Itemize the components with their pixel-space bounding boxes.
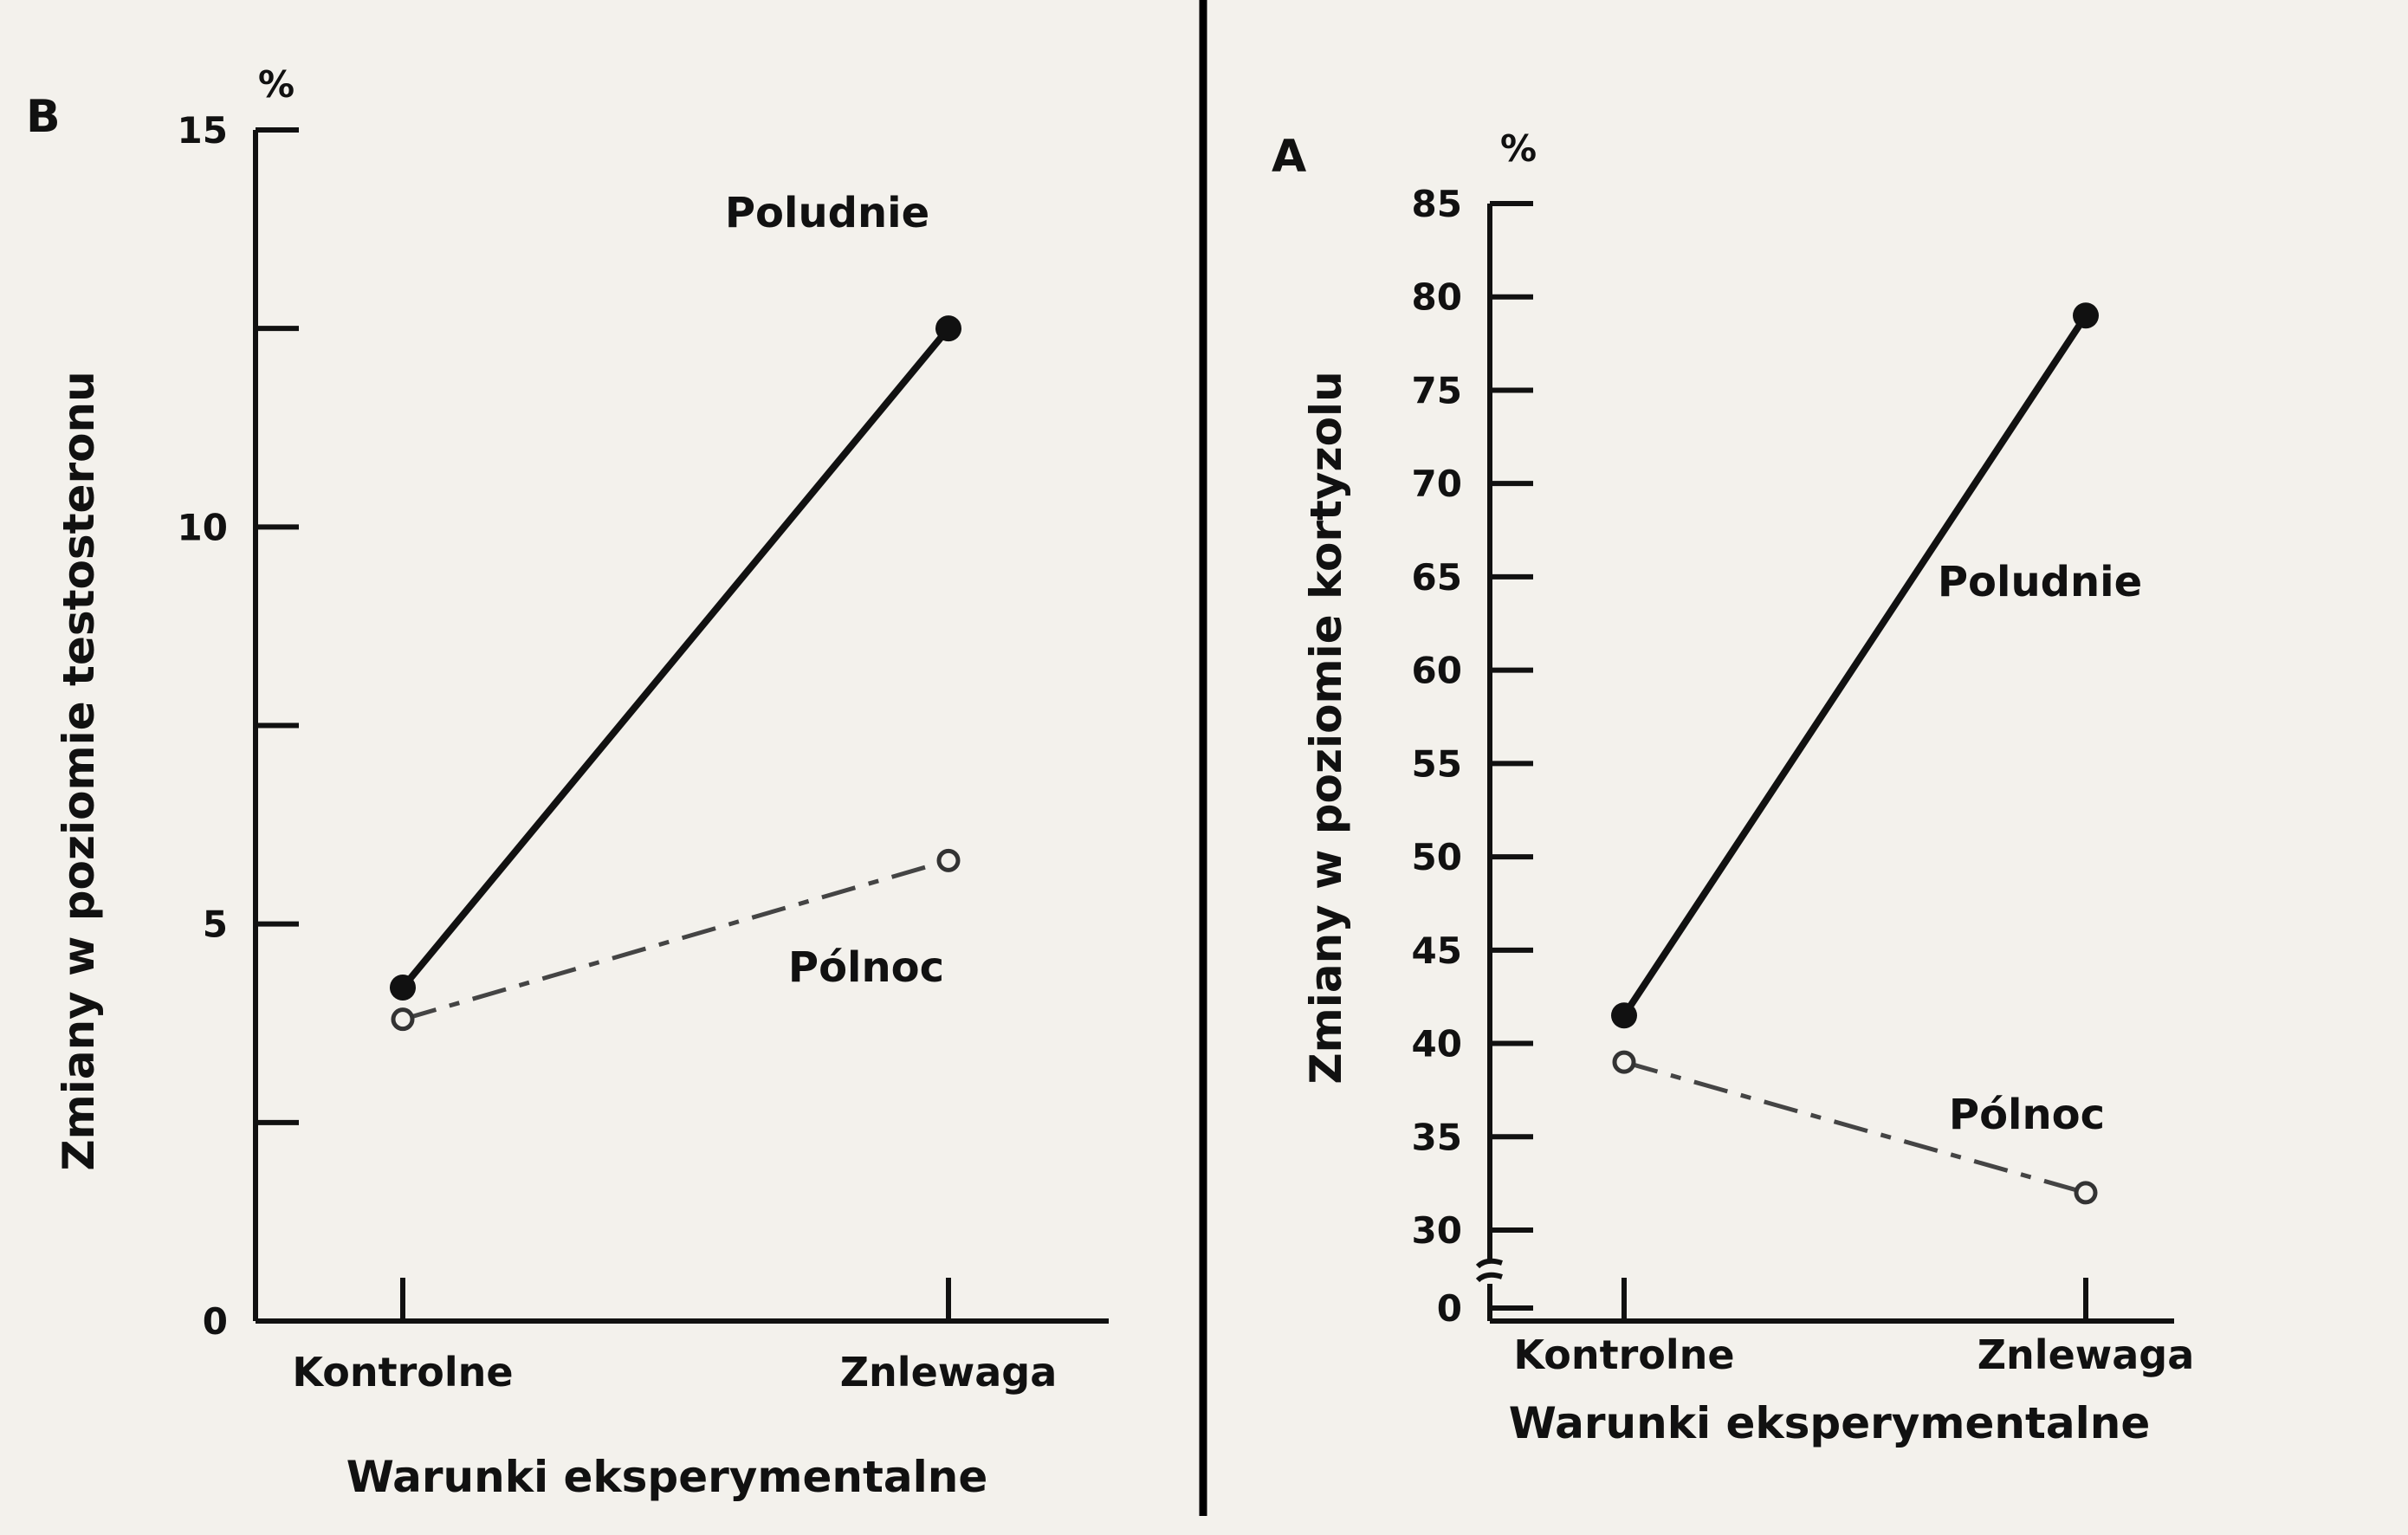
x-tick-label: Kontrolne — [292, 1349, 513, 1396]
y-tick-label: 45 — [1412, 929, 1462, 972]
series-label: Poludnie — [725, 189, 929, 237]
y-tick-label: 10 — [178, 506, 228, 548]
unit-label: % — [258, 63, 295, 106]
y-tick-label: 35 — [1412, 1116, 1462, 1158]
y-tick-label: 0 — [203, 1300, 228, 1343]
panel-label: A — [1272, 131, 1306, 183]
y-tick-label: 0 — [1437, 1287, 1462, 1330]
data-point — [391, 1007, 415, 1032]
y-tick-label: 60 — [1412, 650, 1462, 692]
chart-cortisol: A % Zmiany w poziomie kortyzolu Warunki … — [1272, 127, 2194, 1448]
chart-testosterone: B % Zmiany w poziomie testosteronu Warun… — [26, 63, 1109, 1502]
y-tick-label: 5 — [203, 904, 228, 946]
data-point — [2074, 1181, 2098, 1205]
y-tick-label: 80 — [1412, 276, 1462, 319]
y-tick-label: 75 — [1412, 369, 1462, 411]
series-line — [399, 326, 952, 990]
data-point — [936, 848, 961, 872]
y-tick-label: 15 — [178, 109, 228, 152]
data-point — [1612, 1050, 1636, 1074]
data-point — [935, 315, 961, 342]
series-label: Pólnoc — [1949, 1091, 2105, 1139]
series-line — [1623, 1059, 2087, 1195]
series-line — [1621, 314, 2089, 1018]
panel-label: B — [26, 91, 61, 143]
unit-label: % — [1500, 127, 1537, 170]
y-axis-title: Zmiany w poziomie testosteronu — [54, 371, 104, 1170]
y-tick-label: 70 — [1412, 463, 1462, 505]
axis-break-mark — [1475, 1258, 1503, 1283]
x-axis-title: Warunki eksperymentalne — [346, 1452, 988, 1502]
y-axis-title: Zmiany w poziomie kortyzolu — [1301, 371, 1351, 1084]
y-tick-label: 50 — [1412, 836, 1462, 878]
data-point — [1611, 1002, 1637, 1029]
y-tick-label: 65 — [1412, 556, 1462, 599]
y-tick-label: 55 — [1412, 742, 1462, 785]
x-tick-label: Znlewaga — [840, 1349, 1058, 1396]
x-axis-title: Warunki eksperymentalne — [1509, 1398, 2151, 1448]
y-tick-label: 40 — [1412, 1023, 1462, 1065]
series-label: Pólnoc — [788, 943, 944, 992]
data-point — [390, 975, 416, 1001]
series-label: Poludnie — [1938, 558, 2142, 606]
y-tick-label: 30 — [1412, 1209, 1462, 1252]
x-tick-label: Kontrolne — [1513, 1331, 1734, 1378]
x-tick-label: Znlewaga — [1978, 1331, 2195, 1378]
data-point — [2073, 302, 2099, 329]
y-tick-label: 85 — [1412, 183, 1462, 225]
series-line — [402, 858, 949, 1022]
